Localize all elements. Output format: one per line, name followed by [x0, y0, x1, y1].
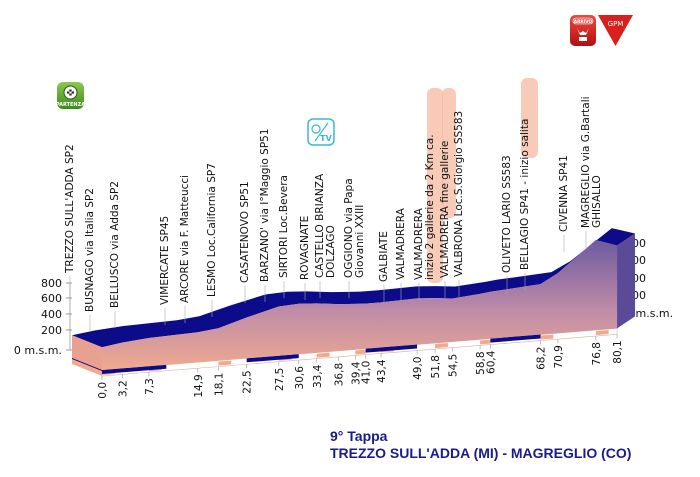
km-label: 51,8 — [430, 355, 442, 378]
place-label: SIRTORI Loc.Bevera — [278, 175, 290, 278]
place-label: ROVAGNATE — [299, 216, 311, 280]
km-label: 58,8 — [475, 351, 487, 374]
km-label: 36,8 — [334, 363, 346, 386]
road-marker — [540, 334, 554, 340]
gpm-icon: GPM — [598, 15, 633, 46]
km-label: 43,4 — [376, 359, 388, 383]
place-label: Giovanni XXIII — [354, 205, 366, 278]
note-highlight — [427, 88, 443, 283]
place-label: BELLUSCO via Adda SP2 — [109, 181, 121, 308]
note-highlight — [521, 78, 538, 158]
km-label: 7,3 — [144, 378, 156, 395]
place-label: VALMADRERA — [395, 207, 407, 280]
place-label: CASTELLO BRIANZA — [314, 173, 326, 278]
road-segment-blue — [365, 344, 418, 353]
road-marker — [595, 330, 609, 336]
place-label: CIVENNA SP41 — [558, 155, 570, 232]
place-label: BARZANO' via I°Maggio SP51 — [259, 128, 271, 282]
profile-front-face — [102, 240, 618, 370]
place-label: DOLZAGO — [325, 225, 337, 278]
road-strip-side — [72, 358, 102, 376]
left-tick-label: 0 m.s.m. — [14, 344, 62, 357]
km-label: 18,1 — [213, 373, 225, 396]
km-label: 22,5 — [242, 370, 254, 393]
road-marker — [316, 352, 330, 358]
km-label: 30,6 — [294, 366, 306, 390]
place-label: OGGIONO via Papa — [343, 178, 355, 278]
tv-icon-label: TV — [320, 134, 332, 143]
start-icon-label: PARTENZA — [56, 102, 85, 108]
road-marker — [218, 360, 232, 366]
km-label: 27,5 — [274, 368, 286, 391]
left-tick-label: 400 — [41, 308, 62, 321]
profile-end-face — [617, 233, 636, 329]
left-tick-label: 600 — [41, 292, 62, 305]
profile-top-ribbon — [72, 228, 636, 348]
left-tick-label: 200 — [41, 324, 62, 337]
road-marker — [355, 349, 366, 355]
km-label: 68,2 — [536, 347, 548, 370]
place-label: VALMADRERA fine gallerie — [439, 141, 451, 278]
place-label: LESMO Loc.California SP7 — [206, 163, 218, 297]
place-label: OLIVETO LARIO SS583 — [501, 155, 513, 273]
finish-icon-label: ARRIVO — [574, 19, 593, 25]
place-label: TREZZO SULL'ADDA SP2 — [64, 144, 76, 274]
place-label: ARCORE via F. Matteucci — [179, 175, 191, 303]
km-label: 76,8 — [591, 342, 603, 365]
place-label: BELLAGIO SP41 - inizio salita — [519, 119, 531, 270]
road-marker — [435, 343, 448, 349]
km-label: 33,4 — [312, 364, 324, 388]
gpm-icon-label: GPM — [608, 20, 624, 28]
km-label: 14,9 — [193, 374, 205, 397]
right-tick-label: 0 m.s.m. — [625, 307, 673, 320]
stage-number: 9° Tappa — [330, 428, 388, 444]
place-label: VALBRONA Loc.S.Giorgio SS583 — [453, 111, 465, 277]
km-label: 3,2 — [118, 380, 130, 397]
km-label: 39,4 — [350, 361, 362, 385]
stage-route: TREZZO SULL'ADDA (MI) - MAGREGLIO (CO) — [330, 445, 632, 461]
place-label: VALMADRERA — [413, 207, 425, 280]
km-label: 41,0 — [361, 361, 373, 384]
place-label: BUSNAGO via Italia SP2 — [84, 188, 96, 312]
finish-arrivo-icon: ARRIVO — [570, 15, 596, 46]
km-label: 54,5 — [447, 354, 459, 377]
note-highlight — [442, 88, 456, 218]
place-label: GALBIATE — [378, 231, 390, 282]
place-label: GHISALLO — [591, 175, 603, 228]
road-segment-blue — [102, 364, 167, 374]
road-segment-blue — [490, 334, 541, 343]
km-label: 49,0 — [412, 357, 424, 380]
km-label: 80,1 — [612, 340, 624, 363]
left-tick-label: 800 — [41, 277, 62, 290]
start-partenza-icon: PARTENZA — [56, 82, 85, 109]
place-label: MAGREGLIO via G.Bartali — [580, 96, 592, 228]
place-label: VIMERCATE SP45 — [159, 216, 171, 305]
km-label: 60,4 — [485, 350, 497, 374]
road-segment-blue — [246, 354, 299, 363]
profile-start-face — [72, 335, 102, 370]
place-label: CASATENOVO SP51 — [239, 181, 251, 283]
road-marker — [480, 339, 491, 345]
km-label: 0,0 — [97, 382, 109, 399]
tv-icon: TV — [307, 118, 335, 146]
km-label: 70,9 — [553, 345, 565, 368]
place-label: inizio 2 gallerie da 2 Km ca. — [424, 134, 436, 280]
